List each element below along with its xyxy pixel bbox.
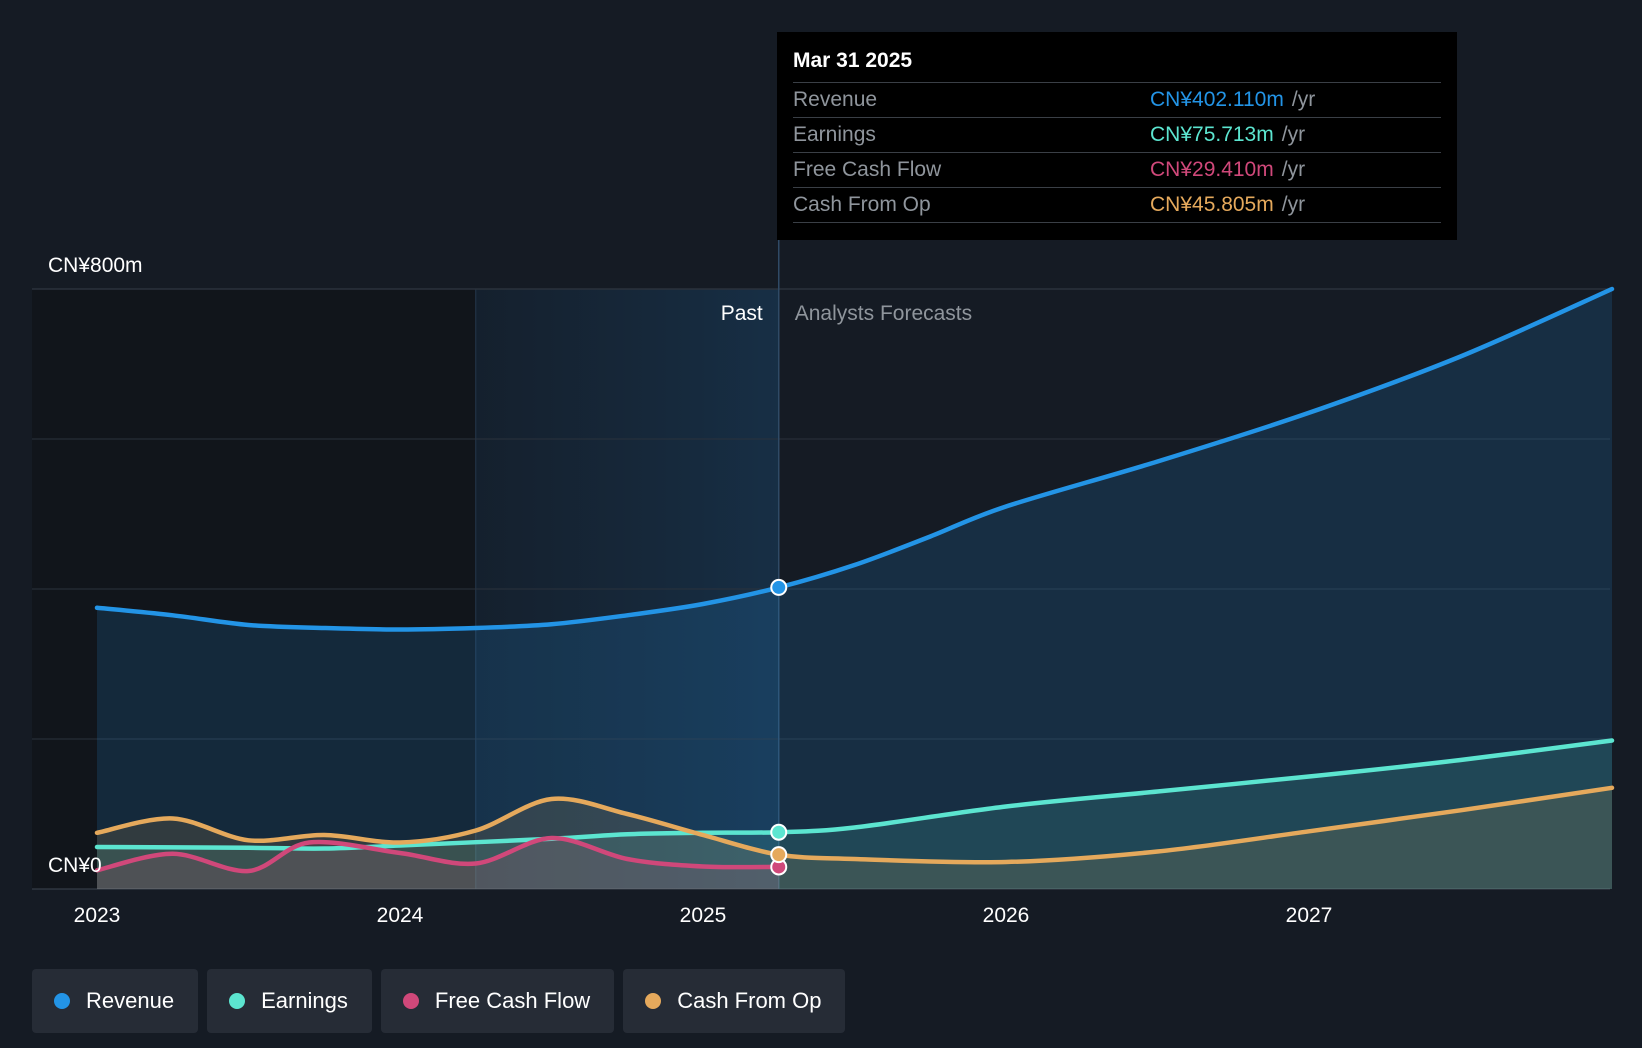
tooltip-row-cash-from-op: Cash From Op CN¥45.805m /yr [793, 187, 1441, 223]
earnings-area [97, 740, 1612, 889]
chart-legend: Revenue Earnings Free Cash Flow Cash Fro… [32, 969, 846, 1033]
tooltip-label: Earnings [793, 123, 876, 146]
tooltip-value: CN¥29.410m [1150, 158, 1274, 181]
tooltip-row-free-cash-flow: Free Cash Flow CN¥29.410m /yr [793, 152, 1441, 187]
y-axis-bottom-label: CN¥0 [48, 854, 102, 877]
tooltip-value: CN¥45.805m [1150, 193, 1274, 216]
legend-item-earnings[interactable]: Earnings [207, 969, 372, 1033]
tooltip-row-revenue: Revenue CN¥402.110m /yr [793, 82, 1441, 117]
earnings-marker [770, 823, 788, 841]
hover-tooltip: Mar 31 2025 Revenue CN¥402.110m /yr Earn… [777, 32, 1457, 240]
tooltip-unit: /yr [1281, 158, 1306, 181]
tooltip-unit: /yr [1281, 193, 1306, 216]
cash-from-op-line [94, 785, 1615, 865]
x-tick-label: 2027 [1286, 904, 1333, 927]
legend-dot-icon [645, 993, 662, 1009]
legend-label: Revenue [86, 988, 175, 1013]
x-tick-label: 2023 [74, 904, 121, 927]
free-cash-flow-area [97, 837, 779, 889]
tooltip-unit: /yr [1291, 88, 1316, 111]
legend-dot-icon [54, 993, 70, 1009]
revenue-marker [770, 578, 788, 596]
x-tick-label: 2026 [983, 904, 1030, 927]
legend-dot-icon [402, 993, 419, 1009]
legend-label: Earnings [261, 988, 348, 1013]
tooltip-date: Mar 31 2025 [793, 49, 913, 72]
tooltip-row-earnings: Earnings CN¥75.713m /yr [793, 117, 1441, 152]
y-axis-top-label: CN¥800m [48, 254, 143, 277]
free-cash-flow-line [94, 835, 782, 874]
tooltip-label: Revenue [793, 88, 878, 111]
legend-item-free-cash-flow[interactable]: Free Cash Flow [380, 969, 615, 1033]
x-tick-label: 2024 [377, 904, 424, 927]
legend-item-revenue[interactable]: Revenue [32, 969, 199, 1033]
forecast-region-label: Analysts Forecasts [795, 302, 972, 325]
legend-label: Free Cash Flow [434, 988, 591, 1013]
tooltip-unit: /yr [1281, 123, 1306, 146]
legend-label: Cash From Op [677, 988, 822, 1013]
past-region-label: Past [721, 302, 763, 325]
tooltip-label: Free Cash Flow [793, 158, 942, 181]
x-tick-label: 2025 [680, 904, 727, 927]
tooltip-value: CN¥402.110m [1150, 88, 1284, 111]
legend-dot-icon [229, 993, 246, 1009]
tooltip-value: CN¥75.713m [1150, 123, 1274, 146]
legend-item-cash-from-op[interactable]: Cash From Op [623, 969, 846, 1033]
cash-from-op-marker [770, 846, 788, 864]
tooltip-label: Cash From Op [793, 193, 931, 216]
